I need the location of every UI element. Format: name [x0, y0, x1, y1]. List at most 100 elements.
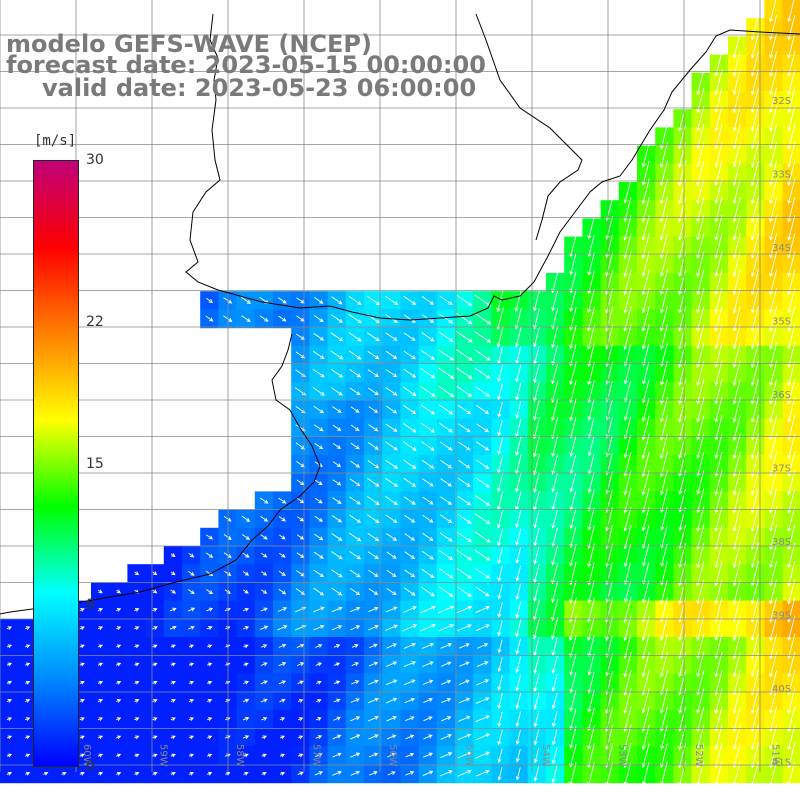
wind-arrow	[696, 542, 705, 569]
latitude-label: 40S	[772, 684, 791, 695]
wind-arrow	[206, 297, 214, 303]
wind-arrow	[438, 367, 455, 379]
wind-arrow	[205, 552, 214, 558]
wind-arrow	[696, 724, 705, 751]
wind-arrow	[750, 651, 759, 678]
wind-arrow	[787, 524, 796, 551]
wind-arrow	[188, 553, 195, 558]
wind-arrow	[476, 423, 489, 433]
wind-arrow	[732, 397, 741, 423]
wind-arrow	[587, 671, 595, 695]
wind-arrow	[134, 680, 140, 685]
wind-arrow	[641, 415, 650, 441]
wind-arrow	[533, 509, 540, 529]
wind-arrow	[278, 570, 286, 576]
wind-arrow	[587, 361, 595, 386]
wind-arrow	[696, 397, 705, 423]
wind-arrow	[696, 142, 705, 168]
wind-arrow	[152, 771, 158, 776]
wind-arrow	[458, 459, 471, 469]
wind-arrow	[313, 405, 324, 414]
wind-arrow	[532, 289, 540, 312]
wind-arrow	[97, 644, 104, 649]
wind-arrow	[403, 350, 416, 360]
wind-arrow	[385, 423, 398, 432]
wind-arrow	[403, 642, 416, 649]
wind-arrow	[533, 363, 540, 384]
wind-arrow	[642, 544, 650, 567]
wind-arrow	[277, 625, 288, 631]
colorbar	[33, 160, 79, 767]
wind-arrow	[623, 506, 632, 532]
wind-arrow	[696, 69, 705, 96]
wind-arrow	[642, 580, 650, 604]
wind-arrow	[787, 324, 796, 350]
wind-arrow	[659, 361, 668, 386]
wind-arrow	[787, 33, 796, 59]
wind-arrow	[659, 579, 668, 605]
wind-arrow	[456, 568, 472, 579]
wind-arrow	[367, 369, 379, 378]
wind-arrow	[350, 770, 361, 776]
wind-arrow	[403, 405, 417, 415]
wind-arrow	[422, 679, 434, 685]
wind-arrow	[25, 735, 31, 740]
wind-arrow	[769, 215, 778, 241]
wind-arrow	[6, 717, 13, 721]
wind-arrow	[169, 607, 177, 612]
wind-arrow	[515, 692, 522, 710]
wind-arrow	[457, 733, 472, 741]
wind-arrow	[312, 606, 325, 613]
wind-arrow	[551, 711, 558, 728]
wind-arrow	[474, 294, 492, 307]
wind-arrow	[420, 404, 436, 415]
wind-arrow	[732, 542, 741, 569]
wind-arrow	[296, 497, 305, 504]
wind-arrow	[349, 532, 362, 542]
wind-arrow	[243, 607, 250, 612]
wind-arrow	[79, 771, 85, 776]
wind-arrow	[569, 672, 577, 694]
wind-arrow	[243, 644, 249, 649]
wind-arrow	[569, 307, 577, 331]
wind-arrow	[260, 552, 268, 558]
wind-arrow	[134, 626, 140, 630]
wind-arrow	[696, 688, 705, 714]
wind-arrow	[641, 688, 650, 714]
wind-arrow	[438, 624, 454, 632]
wind-arrow	[350, 698, 360, 703]
wind-arrow	[551, 562, 559, 585]
wind-arrow	[587, 580, 595, 604]
wind-arrow	[659, 433, 668, 460]
wind-arrow	[116, 644, 122, 649]
wind-arrow	[587, 597, 596, 623]
wind-arrow	[533, 381, 540, 403]
wind-arrow	[569, 653, 577, 676]
wind-arrow	[402, 423, 417, 433]
wind-arrow	[79, 717, 85, 721]
wind-arrow	[261, 589, 268, 594]
wind-arrow	[476, 679, 490, 686]
wind-arrow	[456, 586, 472, 597]
wind-arrow	[25, 644, 31, 649]
wind-arrow	[696, 415, 705, 441]
wind-arrow	[79, 699, 85, 703]
wind-arrow	[422, 496, 434, 505]
wind-arrow	[404, 514, 416, 523]
wind-arrow	[313, 332, 325, 341]
wind-arrow	[188, 735, 195, 740]
wind-arrow	[207, 699, 213, 703]
wind-arrow	[403, 587, 416, 596]
wind-arrow	[787, 542, 796, 569]
wind-arrow	[207, 662, 213, 667]
wind-arrow	[714, 251, 723, 278]
wind-arrow	[207, 680, 213, 685]
wind-arrow	[769, 615, 778, 642]
longitude-label: 52W	[693, 744, 704, 767]
wind-arrow	[533, 766, 540, 782]
wind-arrows	[6, 0, 796, 787]
wind-arrow	[278, 643, 287, 648]
wind-arrow	[569, 580, 577, 604]
wind-arrow	[367, 387, 379, 396]
wind-arrow	[387, 752, 397, 758]
